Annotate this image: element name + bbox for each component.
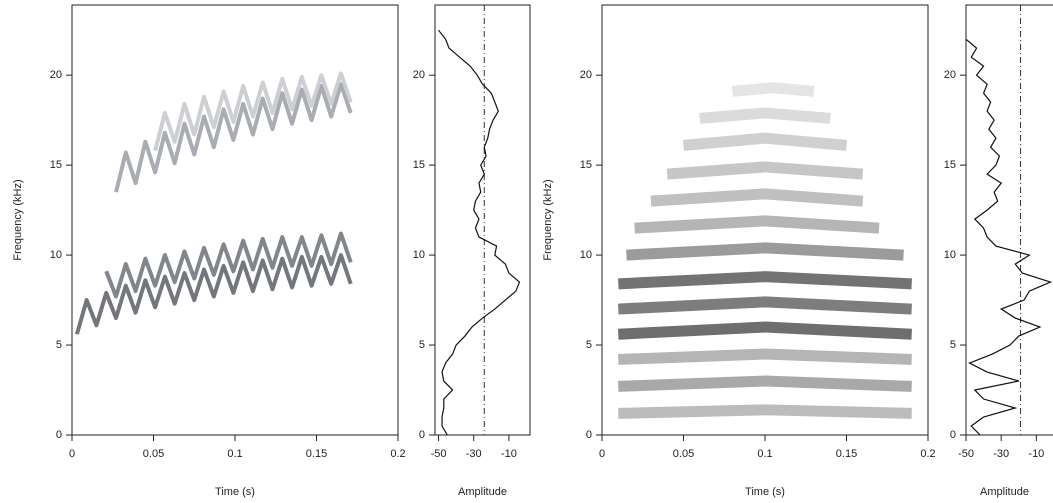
y-tick-label: 15 [50, 159, 62, 171]
spectral-band [618, 296, 912, 315]
y-tick-label: 0 [56, 429, 62, 441]
x-tick-label: -30 [993, 448, 1009, 460]
x-tick-label: -10 [501, 448, 517, 460]
x-tick-label: -50 [431, 448, 447, 460]
plot-area [966, 5, 1053, 435]
y-tick-label: 10 [50, 249, 62, 261]
x-tick-label: -30 [466, 448, 482, 460]
plot-area [618, 82, 912, 419]
y-tick-label: 10 [580, 249, 592, 261]
spectral-band [699, 107, 831, 124]
spectral-band [650, 188, 864, 207]
y-axis-label: Frequency (kHz) [542, 179, 554, 260]
x-tick-label: 0.05 [673, 448, 694, 460]
y-tick-label: 5 [950, 339, 956, 351]
x-tick-label: -10 [1028, 448, 1044, 460]
x-tick-label: 0.2 [920, 448, 935, 460]
amplitude-line [966, 38, 1053, 435]
x-axis-label: Time (s) [745, 486, 785, 498]
spectral-band [618, 271, 912, 290]
y-tick-label: 15 [413, 159, 425, 171]
y-tick-label: 20 [580, 69, 592, 81]
y-tick-label: 20 [413, 69, 425, 81]
y-tick-label: 0 [586, 429, 592, 441]
x-tick-label: 0.1 [227, 448, 242, 460]
x-tick-label: -50 [958, 448, 974, 460]
x-axis-label: Time (s) [215, 486, 255, 498]
y-tick-label: 0 [419, 429, 425, 441]
x-axis-label: Amplitude [458, 486, 507, 498]
y-tick-label: 10 [944, 249, 956, 261]
y-tick-label: 20 [50, 69, 62, 81]
spectral-band [618, 404, 912, 419]
y-tick-label: 10 [413, 249, 425, 261]
x-tick-label: 0 [599, 448, 605, 460]
spectral-band [666, 161, 864, 180]
spectral-band [114, 82, 353, 193]
amplitude-line [438, 29, 521, 435]
spectral-band [74, 253, 353, 335]
y-tick-label: 0 [950, 429, 956, 441]
x-tick-label: 0.15 [836, 448, 857, 460]
plot-area [438, 5, 521, 435]
y-tick-label: 20 [944, 69, 956, 81]
panel-frame [434, 4, 531, 436]
x-tick-label: 0.15 [306, 448, 327, 460]
panel-frame [965, 4, 1053, 436]
x-tick-label: 0.1 [757, 448, 772, 460]
spectral-band [153, 71, 353, 152]
y-tick-label: 5 [56, 339, 62, 351]
spectral-band [731, 82, 815, 97]
spectral-band [634, 215, 880, 234]
x-tick-label: 0.2 [390, 448, 405, 460]
spectral-band [104, 231, 353, 299]
spectral-band [618, 375, 912, 392]
y-tick-label: 15 [580, 159, 592, 171]
y-tick-label: 5 [419, 339, 425, 351]
y-axis-label: Frequency (kHz) [12, 179, 24, 260]
panel-frame [71, 4, 399, 436]
y-tick-label: 5 [586, 339, 592, 351]
x-tick-label: 0 [69, 448, 75, 460]
y-tick-label: 15 [944, 159, 956, 171]
plot-area [74, 71, 353, 335]
x-tick-label: 0.05 [143, 448, 164, 460]
spectral-band [618, 321, 912, 340]
spectral-band [618, 348, 912, 365]
spectral-band [626, 242, 904, 261]
x-axis-label: Amplitude [980, 486, 1029, 498]
spectral-band [683, 132, 847, 151]
